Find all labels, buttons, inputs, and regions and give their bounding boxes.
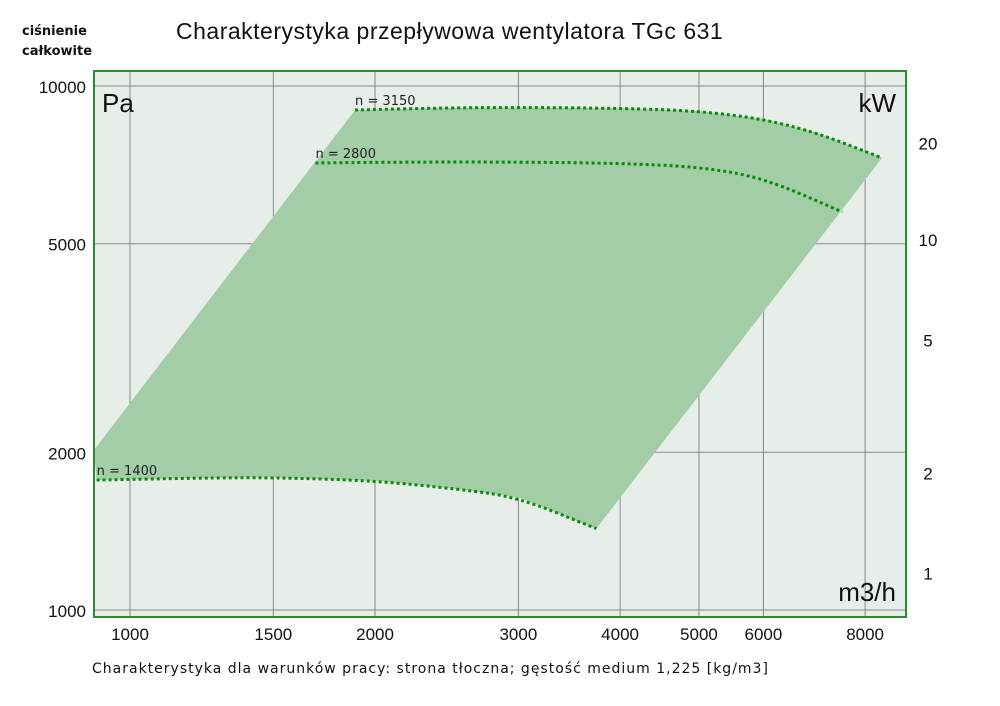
y-tick-label: 5000 (48, 236, 86, 255)
y-tick-label: 2000 (48, 444, 86, 463)
x-tick-label: 1500 (254, 625, 292, 644)
x-tick-label: 3000 (499, 625, 537, 644)
x-tick-label: 8000 (846, 625, 884, 644)
y-axis-label: ciśnienie całkowite (22, 24, 93, 59)
y2-tick-label: 20 (919, 135, 938, 154)
y-unit-label: Pa (102, 88, 134, 118)
y-tick-label: 10000 (39, 78, 86, 97)
curve-label: n = 3150 (355, 94, 415, 109)
footnote: Charakterystyka dla warunków pracy: stro… (92, 661, 769, 677)
x-tick-label: 6000 (745, 625, 783, 644)
y-tick-label: 1000 (48, 602, 86, 621)
curve-label: n = 1400 (97, 464, 157, 479)
y2-tick-label: 5 (923, 332, 932, 351)
y2-unit-label: kW (858, 88, 896, 118)
y2-tick-label: 10 (919, 231, 938, 250)
curve-label: n = 2800 (315, 147, 375, 162)
curve-2800 (315, 160, 843, 214)
chart-title: Charakterystyka przepływowa wentylatora … (176, 18, 724, 44)
y2-tick-label: 1 (923, 564, 932, 583)
y2-tick-label: 2 (923, 464, 932, 483)
plot-frame (93, 70, 907, 618)
x-tick-label: 1000 (111, 625, 149, 644)
x-tick-label: 2000 (356, 625, 394, 644)
x-unit-label: m3/h (838, 577, 896, 607)
x-tick-label: 4000 (601, 625, 639, 644)
curve-3150 (355, 106, 883, 160)
operating-region (93, 107, 882, 529)
x-tick-label: 5000 (680, 625, 718, 644)
